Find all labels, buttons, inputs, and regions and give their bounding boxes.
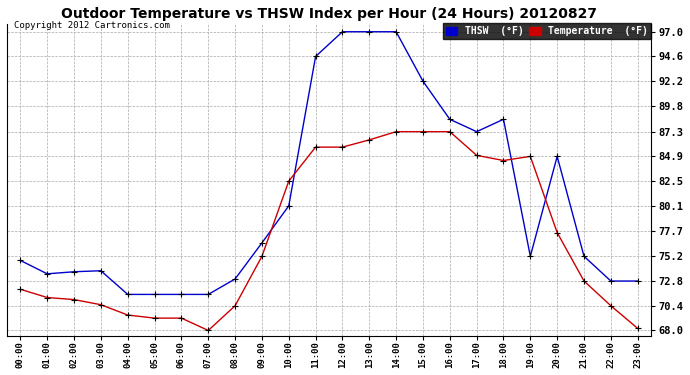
Text: Copyright 2012 Cartronics.com: Copyright 2012 Cartronics.com (14, 21, 170, 30)
Title: Outdoor Temperature vs THSW Index per Hour (24 Hours) 20120827: Outdoor Temperature vs THSW Index per Ho… (61, 7, 597, 21)
Legend: THSW  (°F), Temperature  (°F): THSW (°F), Temperature (°F) (443, 24, 651, 39)
